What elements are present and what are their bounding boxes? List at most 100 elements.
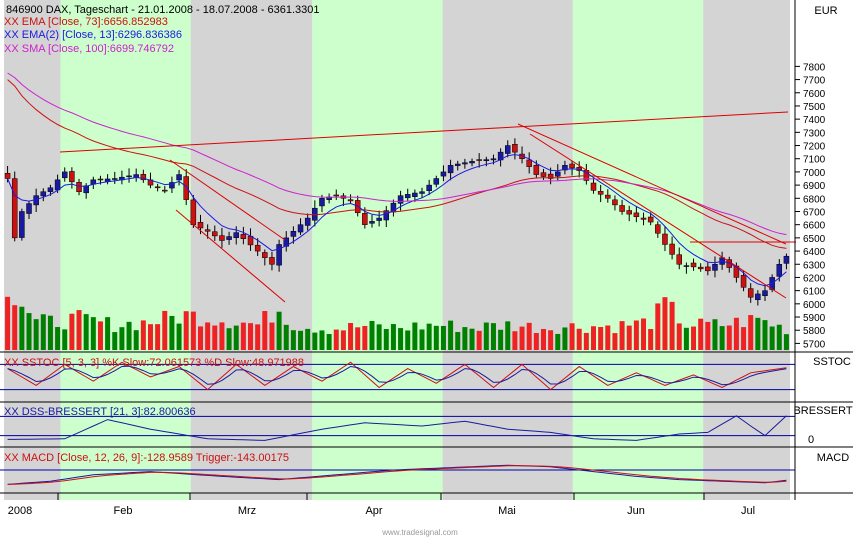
volume-bar <box>40 314 46 350</box>
candle-body <box>647 216 654 223</box>
month-band-5 <box>572 0 704 500</box>
candle-body <box>262 252 268 258</box>
volume-bar <box>619 321 625 350</box>
volume-bar <box>176 323 182 350</box>
volume-bar <box>726 325 732 350</box>
volume-bar <box>119 327 125 350</box>
volume-bar <box>698 318 704 350</box>
volume-bar <box>376 324 382 350</box>
candle-body <box>162 189 168 192</box>
legend-ema13: XX EMA(2) [Close, 13]:6296.836386 <box>4 29 182 41</box>
month-band-4 <box>442 0 573 500</box>
volume-bar <box>383 329 389 350</box>
macd-axis-label: MACD <box>817 452 849 464</box>
legend-sma100: XX SMA [Close, 100]:6699.746792 <box>4 43 174 55</box>
volume-bar <box>269 322 275 350</box>
candle-body <box>140 173 147 181</box>
volume-bar <box>12 305 18 350</box>
candle-body <box>112 178 118 180</box>
volume-bar <box>755 317 761 350</box>
y-tick-label: 7800 <box>803 62 826 73</box>
candle-body <box>183 176 189 200</box>
volume-bar <box>455 332 461 350</box>
volume-bar <box>462 327 468 350</box>
candle-body <box>533 164 540 175</box>
candle-body <box>83 185 89 194</box>
volume-bar <box>533 333 539 350</box>
candle-body <box>426 184 432 191</box>
volume-bar <box>691 326 697 350</box>
y-tick-label: 7300 <box>803 128 826 139</box>
watermark: www.tradesignal.com <box>381 528 458 537</box>
candle-body <box>290 231 297 237</box>
y-tick-label: 6200 <box>803 273 826 284</box>
candle-body <box>605 194 611 199</box>
y-tick-label: 7400 <box>803 115 826 126</box>
volume-bar <box>162 310 168 350</box>
candle-body <box>212 231 218 237</box>
volume-bar <box>362 325 368 350</box>
volume-bar <box>240 322 246 350</box>
volume-bar <box>583 332 589 350</box>
candle-body <box>669 243 675 255</box>
volume-bar <box>340 330 346 350</box>
volume-bar <box>333 329 339 350</box>
volume-bar <box>33 319 39 350</box>
candle-body <box>4 172 11 179</box>
sstoc-d-line <box>7 365 787 386</box>
candle-body <box>269 257 275 265</box>
legend-sstoc: XX SSTOC [5, 3, 3] %K Slow:72.061573 %D … <box>4 357 304 369</box>
volume-bar <box>19 306 25 350</box>
volume-bar <box>569 323 575 350</box>
sma100-line <box>7 72 787 236</box>
candle-body <box>555 171 561 177</box>
volume-bar <box>483 322 489 350</box>
dss-axis-label: BRESSERT <box>793 405 852 417</box>
candle-body <box>319 198 325 207</box>
candle-body <box>747 288 754 298</box>
volume-bar <box>233 325 239 350</box>
candle-body <box>505 145 511 154</box>
candle-body <box>197 222 204 229</box>
candle-body <box>454 163 461 166</box>
candle-body <box>540 172 547 177</box>
volume-bar <box>69 313 75 350</box>
candle-body <box>397 195 404 204</box>
candle-body <box>226 236 232 240</box>
candle-body <box>590 182 597 191</box>
candle-body <box>626 210 632 215</box>
candle-body <box>26 203 32 214</box>
y-tick-label: 7200 <box>803 142 826 153</box>
volume-bar <box>97 321 103 350</box>
volume-bar <box>412 322 418 350</box>
volume-bar <box>62 329 68 350</box>
volume-bar <box>719 326 725 350</box>
y-tick-label: 6000 <box>803 300 826 311</box>
volume-bar <box>490 323 496 350</box>
candle-body <box>219 235 225 241</box>
x-tick-label: Jun <box>627 505 645 517</box>
volume-bar <box>783 334 789 350</box>
volume-bar <box>741 327 747 350</box>
candle-body <box>376 217 382 221</box>
legend-dss: XX DSS-BRESSERT [21, 3]:82.800636 <box>4 406 196 418</box>
volume-bar <box>76 310 82 350</box>
candle-body <box>783 255 790 264</box>
volume-bar <box>626 325 632 350</box>
x-tick-label: Feb <box>114 505 133 517</box>
candle-body <box>562 165 568 171</box>
candle-body <box>740 275 747 288</box>
volume-bar <box>469 328 475 350</box>
candle-body <box>190 199 197 225</box>
candle-body <box>633 212 640 218</box>
candle-body <box>169 182 175 189</box>
volume-bar <box>655 303 661 350</box>
x-tick-label: 2008 <box>8 505 32 517</box>
month-band-1 <box>60 0 191 500</box>
candle-body <box>154 186 161 189</box>
volume-bar <box>90 317 96 350</box>
month-band-2 <box>190 0 313 500</box>
volume-bar <box>440 325 446 350</box>
candle-body <box>490 158 497 161</box>
volume-bar <box>648 328 654 350</box>
